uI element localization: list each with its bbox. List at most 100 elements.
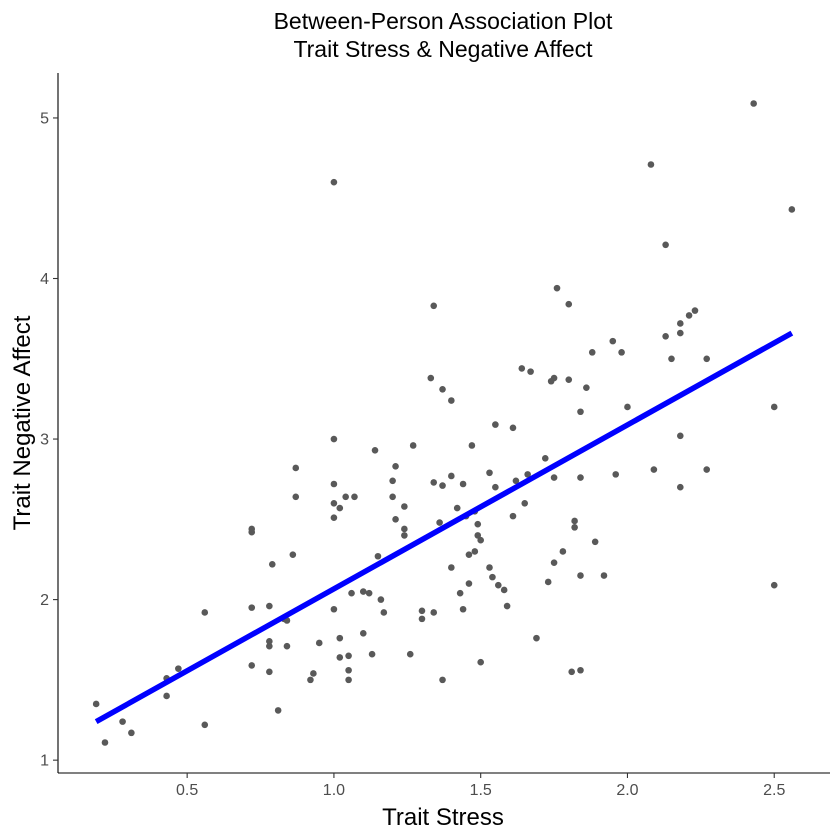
data-point <box>389 493 396 501</box>
data-point <box>330 480 338 488</box>
data-point <box>544 578 552 586</box>
data-point <box>348 589 355 597</box>
data-point <box>368 650 376 658</box>
data-point <box>577 408 584 416</box>
data-point <box>459 605 467 613</box>
data-point <box>418 607 426 615</box>
data-point <box>668 355 675 363</box>
trend-line-layer <box>94 330 794 725</box>
data-point <box>266 602 273 610</box>
data-point <box>380 609 388 616</box>
data-point <box>471 548 479 555</box>
data-point <box>521 499 529 507</box>
data-point <box>465 580 473 587</box>
y-axis-title: Trait Negative Affect <box>9 315 36 530</box>
data-point <box>453 504 461 512</box>
data-point <box>588 349 596 356</box>
data-point <box>618 349 625 356</box>
data-point <box>342 493 349 501</box>
data-point <box>486 564 493 571</box>
data-point <box>427 374 435 382</box>
x-tick-label: 1.0 <box>323 782 345 799</box>
data-point <box>359 588 367 595</box>
data-point <box>371 446 379 454</box>
data-point <box>101 739 109 746</box>
data-point <box>500 586 508 594</box>
chart-title-line-2: Trait Stress & Negative Affect <box>293 36 593 62</box>
data-point <box>430 479 438 486</box>
data-point <box>336 634 344 642</box>
data-point <box>439 385 446 393</box>
data-point <box>389 477 396 485</box>
data-point <box>92 700 100 708</box>
data-point <box>492 421 499 428</box>
data-point <box>624 403 631 411</box>
data-point <box>503 602 511 610</box>
data-point <box>345 652 352 660</box>
data-point <box>703 355 711 363</box>
data-point <box>489 573 496 581</box>
data-point <box>685 312 693 319</box>
data-point <box>788 206 796 213</box>
data-point <box>330 499 338 507</box>
data-point <box>330 178 338 186</box>
data-point <box>436 519 443 526</box>
data-point <box>330 514 338 522</box>
x-tick-label: 2.5 <box>763 782 785 799</box>
data-point <box>541 455 549 462</box>
data-point <box>553 284 561 292</box>
data-point <box>571 517 578 525</box>
data-point <box>330 605 338 613</box>
data-point <box>330 435 338 443</box>
data-point <box>492 483 499 491</box>
data-point <box>600 572 608 579</box>
data-point <box>392 516 399 523</box>
data-point <box>550 474 558 481</box>
data-point <box>565 376 573 383</box>
data-point <box>266 668 273 676</box>
data-point <box>292 493 300 501</box>
data-point <box>609 337 617 345</box>
data-point <box>439 482 446 489</box>
data-point <box>465 551 473 558</box>
data-point <box>691 307 699 314</box>
data-point <box>310 670 317 677</box>
data-point <box>527 368 534 375</box>
data-point <box>392 463 399 470</box>
y-axis-ticks: 1 2 3 4 5 <box>40 110 58 770</box>
data-point <box>119 718 126 725</box>
data-point <box>583 384 590 391</box>
data-point <box>401 525 408 533</box>
data-point <box>486 469 493 477</box>
data-point <box>430 302 438 310</box>
data-point <box>365 589 373 597</box>
data-point <box>662 333 669 340</box>
data-point <box>474 520 482 528</box>
data-point <box>677 432 684 440</box>
x-tick-label: 0.5 <box>176 782 198 799</box>
data-point <box>448 472 455 480</box>
data-point <box>128 729 135 737</box>
data-points <box>92 100 796 746</box>
data-point <box>550 559 558 566</box>
data-point <box>406 650 414 658</box>
data-point <box>201 609 209 616</box>
data-point <box>612 471 620 478</box>
data-point <box>509 512 517 520</box>
data-point <box>477 536 484 544</box>
data-point <box>248 604 256 611</box>
x-axis-title: Trait Stress <box>382 804 504 831</box>
data-point <box>175 665 182 672</box>
data-point <box>201 721 209 729</box>
data-point <box>577 666 584 674</box>
data-point <box>268 560 276 568</box>
data-point <box>518 365 526 372</box>
data-point <box>468 442 476 449</box>
data-point <box>474 532 482 539</box>
data-point <box>377 596 385 603</box>
data-point <box>274 707 282 714</box>
data-point <box>266 638 273 645</box>
data-point <box>703 466 711 473</box>
data-point <box>565 300 573 308</box>
